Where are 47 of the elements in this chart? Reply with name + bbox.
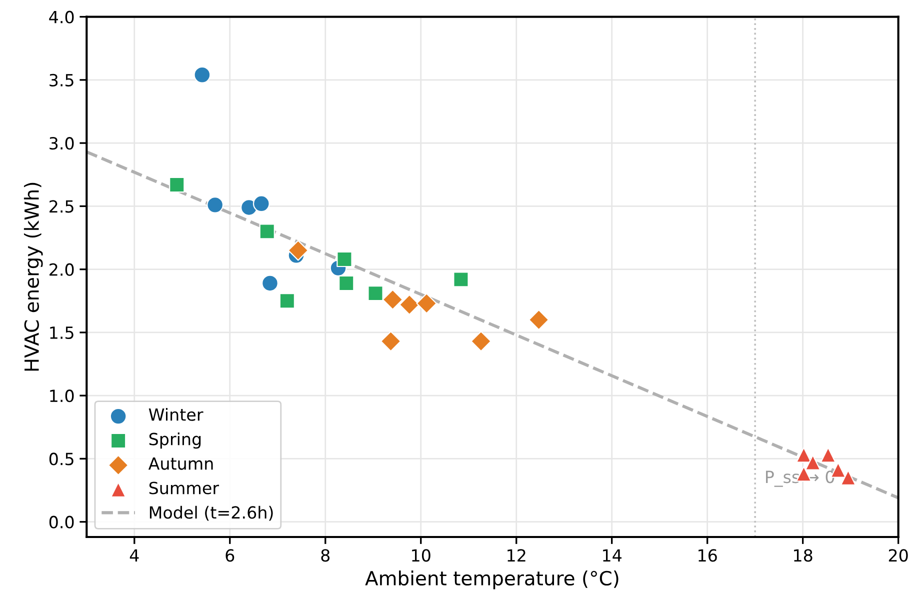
point [382, 289, 404, 310]
x-tick-label: 20 [888, 549, 908, 562]
y-tick-label: 1.5 [50, 326, 74, 340]
point [206, 196, 224, 214]
legend-label: Autumn [148, 457, 213, 470]
x-tick-label: 18 [794, 549, 812, 562]
y-tick-label: 1.0 [50, 390, 74, 402]
point [338, 275, 354, 292]
point [259, 224, 275, 240]
point [528, 309, 550, 330]
y-tick-label: 2.5 [50, 200, 74, 213]
legend-label: Model (t=2.6h) [150, 506, 273, 521]
y-axis-title: HVAC energy (kWh) [24, 182, 43, 371]
y-tick-label: 0.5 [49, 452, 74, 466]
point [252, 195, 270, 212]
point [262, 274, 278, 292]
legend-label: Spring [149, 432, 201, 449]
y-tick-label: 0.0 [49, 516, 74, 528]
x-tick-label: 10 [412, 549, 430, 562]
legend-label: Winter [148, 408, 204, 421]
y-tick-label: 3.5 [50, 74, 74, 86]
point [796, 447, 812, 463]
point [279, 293, 296, 309]
x-tick-label: 14 [603, 549, 622, 562]
point [368, 285, 384, 302]
point [399, 294, 420, 316]
y-tick-label: 3.0 [50, 137, 74, 150]
x-tick-label: 4 [130, 549, 139, 562]
x-tick-label: 12 [508, 549, 526, 562]
point [805, 454, 821, 470]
point [336, 251, 352, 268]
point [840, 470, 856, 486]
x-tick-label: 16 [698, 549, 717, 562]
point [169, 176, 185, 193]
y-tick-label: 4.0 [49, 10, 74, 24]
x-tick-label: 8 [321, 549, 330, 562]
point [470, 330, 492, 352]
x-axis-title: Ambient temperature (°C) [365, 570, 618, 590]
point [194, 66, 211, 84]
y-tick-label: 2.0 [50, 263, 74, 276]
point [820, 447, 836, 463]
legend-label: Summer [149, 482, 220, 494]
point [380, 330, 402, 352]
point [453, 272, 469, 288]
point [288, 240, 309, 261]
point [416, 293, 437, 314]
x-tick-label: 6 [226, 549, 234, 562]
